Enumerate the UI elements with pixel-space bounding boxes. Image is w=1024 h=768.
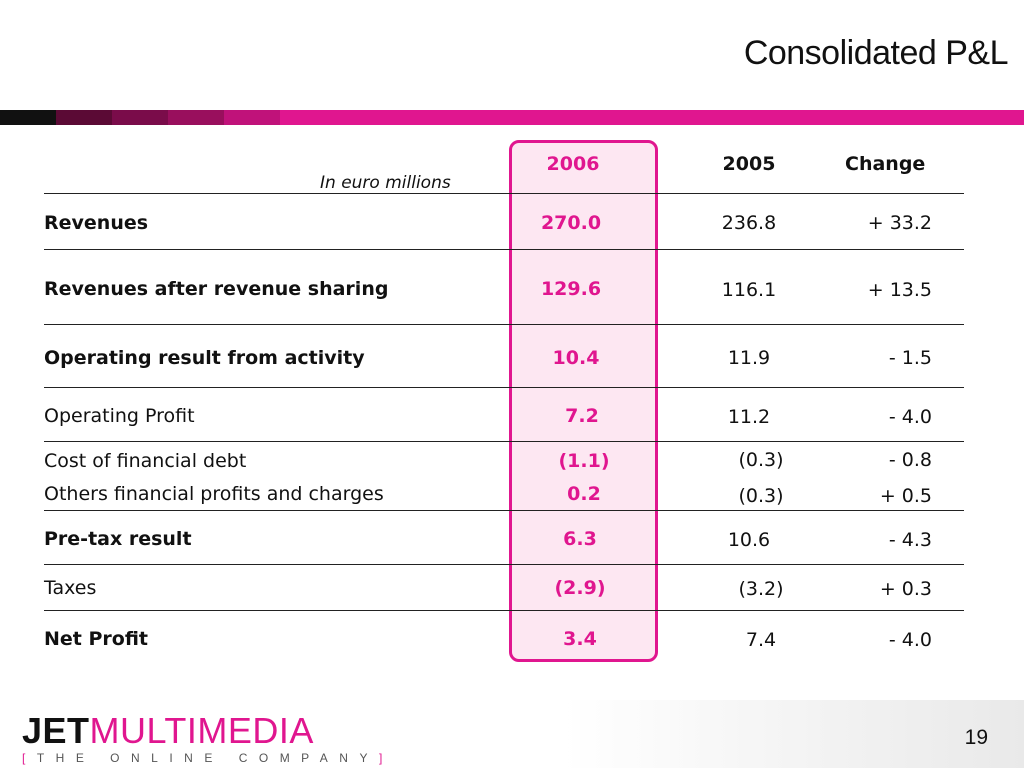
logo-wordmark: JETMULTIMEDIA bbox=[22, 713, 394, 749]
value-2006: (1.1) bbox=[558, 450, 610, 472]
logo-multimedia: MULTIMEDIA bbox=[89, 710, 314, 751]
value-change: + 0.3 bbox=[879, 578, 932, 600]
row-divider bbox=[44, 441, 964, 442]
header-change: Change bbox=[845, 153, 926, 175]
value-change: - 1.5 bbox=[888, 347, 932, 369]
company-logo: JETMULTIMEDIA [THE ONLINE COMPANY] bbox=[22, 713, 394, 766]
row-label: Revenues bbox=[44, 212, 149, 234]
bar-segment bbox=[168, 110, 224, 125]
slide-title: Consolidated P&L bbox=[743, 34, 1009, 72]
value-change: - 4.0 bbox=[888, 406, 932, 428]
value-2006: 7.2 bbox=[565, 405, 599, 427]
row-divider bbox=[44, 193, 964, 194]
value-2005: 116.1 bbox=[721, 279, 777, 301]
row-divider bbox=[44, 564, 964, 565]
value-2005: 11.9 bbox=[727, 347, 771, 369]
units-note: In euro millions bbox=[320, 173, 451, 193]
bar-segment bbox=[56, 110, 112, 125]
tagline-text: THE ONLINE COMPANY bbox=[36, 751, 379, 765]
value-2005: (0.3) bbox=[738, 485, 784, 507]
value-2005: 11.2 bbox=[727, 406, 771, 428]
logo-jet: JET bbox=[22, 710, 90, 751]
row-divider bbox=[44, 510, 964, 511]
value-change: + 0.5 bbox=[879, 485, 932, 507]
value-2005: 7.4 bbox=[745, 629, 777, 651]
row-label: Others financial profits and charges bbox=[44, 483, 384, 505]
value-change: + 13.5 bbox=[867, 279, 932, 301]
header-2005: 2005 bbox=[722, 153, 776, 175]
bar-segment bbox=[280, 110, 1024, 125]
row-label: Taxes bbox=[44, 577, 97, 599]
value-2005: 10.6 bbox=[727, 529, 771, 551]
value-2006: 10.4 bbox=[552, 347, 600, 369]
value-2006: 0.2 bbox=[567, 483, 601, 505]
header-color-bar bbox=[0, 110, 1024, 125]
row-divider bbox=[44, 249, 964, 250]
logo-tagline: [THE ONLINE COMPANY] bbox=[22, 751, 394, 765]
value-2006: 129.6 bbox=[540, 278, 602, 300]
row-divider bbox=[44, 387, 964, 388]
page-number: 19 bbox=[964, 726, 988, 749]
row-label: Pre-tax result bbox=[44, 528, 192, 550]
value-change: + 33.2 bbox=[867, 212, 932, 234]
bar-segment bbox=[0, 110, 56, 125]
tagline-close-bracket: ] bbox=[378, 751, 394, 765]
row-label: Operating Profit bbox=[44, 405, 195, 427]
row-divider bbox=[44, 324, 964, 325]
value-2006: 3.4 bbox=[563, 628, 597, 650]
tagline-open-bracket: [ bbox=[22, 751, 37, 765]
value-2005: 236.8 bbox=[721, 212, 777, 234]
row-label: Operating result from activity bbox=[44, 347, 365, 369]
highlight-2006-column bbox=[509, 140, 658, 662]
value-change: - 0.8 bbox=[888, 449, 932, 471]
row-label: Cost of financial debt bbox=[44, 450, 247, 472]
value-2006: 270.0 bbox=[540, 212, 602, 234]
header-2006: 2006 bbox=[546, 153, 600, 175]
value-change: - 4.0 bbox=[888, 629, 932, 651]
value-2006: (2.9) bbox=[554, 577, 606, 599]
bar-segment bbox=[112, 110, 168, 125]
row-label: Revenues after revenue sharing bbox=[44, 278, 389, 300]
footer bbox=[0, 700, 1024, 768]
value-change: - 4.3 bbox=[888, 529, 932, 551]
value-2005: (3.2) bbox=[738, 578, 784, 600]
value-2006: 6.3 bbox=[563, 528, 597, 550]
row-divider bbox=[44, 610, 964, 611]
row-label: Net Profit bbox=[44, 628, 148, 650]
value-2005: (0.3) bbox=[738, 449, 784, 471]
bar-segment bbox=[224, 110, 280, 125]
